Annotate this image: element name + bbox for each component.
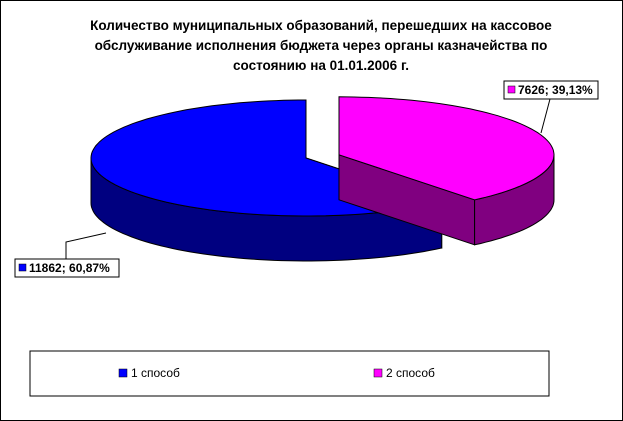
leader-line — [65, 232, 107, 259]
legend-label: 1 способ — [131, 366, 180, 380]
data-label: 7626; 39,13% — [518, 83, 593, 97]
chart-title: Количество муниципальных образований, пе… — [90, 18, 552, 73]
data-label-box — [14, 258, 120, 278]
data-label-key — [507, 85, 516, 94]
data-label: 11862; 60,87% — [29, 261, 110, 275]
legend-label: 2 способ — [386, 366, 435, 380]
data-label-key — [18, 263, 27, 272]
legend-swatch — [118, 368, 128, 378]
slice — [338, 96, 555, 201]
legend-swatch — [373, 368, 383, 378]
data-label-box — [503, 80, 599, 100]
leader-line — [540, 98, 551, 134]
legend-box — [29, 350, 550, 397]
